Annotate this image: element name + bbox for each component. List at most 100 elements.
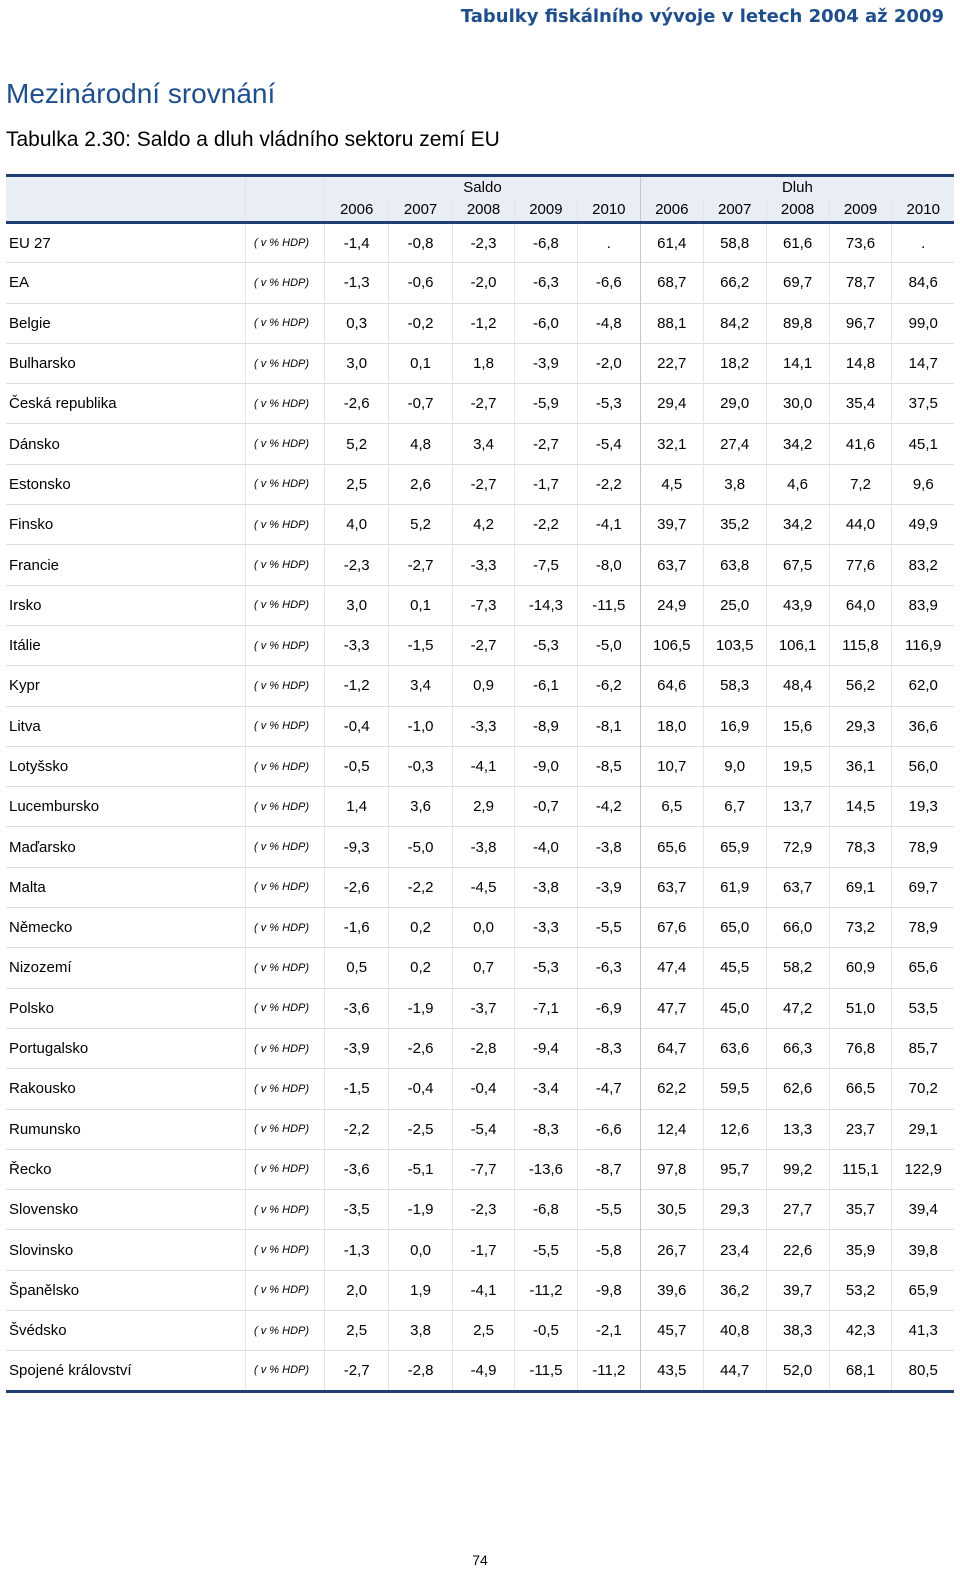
dluh-cell: 84,6 — [908, 274, 938, 292]
saldo-cell: -6,6 — [577, 262, 641, 304]
country-name: Španělsko — [6, 1270, 247, 1311]
saldo-cell: -5,8 — [577, 1229, 641, 1271]
group-dluh: Dluh — [781, 179, 813, 197]
unit-label: ( v % HDP) — [245, 826, 326, 868]
saldo-cell: 0,0 — [452, 907, 515, 948]
dluh-cell: 30,0 — [766, 383, 830, 424]
dluh-cell: 56,0 — [908, 758, 938, 775]
dluh-cell: 66,3 — [766, 1028, 830, 1069]
country-name: Irsko — [6, 585, 247, 626]
table-row: Francie( v % HDP) -2,3 -2,7 -3,3 -7,5 -8,0 63,… — [6, 544, 954, 586]
saldo-cell: -6,2 — [577, 665, 641, 707]
dluh-cell: 35,4 — [829, 383, 893, 424]
unit-label: ( v % HDP) — [245, 1310, 326, 1351]
dluh-cell: 15,6 — [766, 706, 830, 747]
saldo-cell: -2,7 — [388, 544, 454, 586]
dluh-cell: 63,7 — [640, 544, 704, 586]
saldo-cell: -0,4 — [452, 1068, 515, 1110]
year-header: 2009 — [514, 198, 578, 223]
saldo-cell: -2,6 — [324, 867, 390, 908]
table-row: Slovensko( v % HDP) -3,5 -1,9 -2,3 -6,8 -5,5 3… — [6, 1189, 954, 1230]
dluh-cell: 39,7 — [640, 504, 704, 545]
dluh-cell: 18,0 — [640, 706, 704, 747]
country-name: EU 27 — [6, 222, 247, 263]
table-row: Itálie( v % HDP) -3,3 -1,5 -2,7 -5,3 -5,0 106,… — [6, 625, 954, 666]
dluh-cell: 65,9 — [703, 826, 767, 868]
dluh-cell: 29,0 — [703, 383, 767, 424]
dluh-cell: 106,5 — [640, 625, 704, 666]
saldo-cell: -6,0 — [514, 303, 578, 344]
dluh-cell: 6,7 — [703, 786, 767, 827]
dluh-cell: 84,2 — [703, 303, 767, 344]
saldo-cell: 0,3 — [324, 303, 390, 344]
table-row: EA( v % HDP) -1,3 -0,6 -2,0 -6,3 -6,6 68,7 66,2… — [6, 262, 954, 304]
dluh-cell: 36,2 — [703, 1270, 767, 1311]
saldo-cell: 0,1 — [388, 343, 454, 384]
dluh-cell: 95,7 — [703, 1149, 767, 1190]
fiscal-table: Saldo Dluh 2006 2007 2008 2009 2010 2006… — [6, 174, 954, 1393]
unit-label: ( v % HDP) — [245, 746, 326, 787]
table-row: Spojené království( v % HDP) -2,7 -2,8 -4,9… — [6, 1350, 954, 1392]
dluh-cell: 34,2 — [766, 504, 830, 545]
table-row: Litva( v % HDP) -0,4 -1,0 -3,3 -8,9 -8,1 18,0 1… — [6, 706, 954, 747]
saldo-cell: -0,4 — [324, 706, 390, 747]
saldo-cell: 3,8 — [388, 1310, 454, 1351]
saldo-cell: -8,7 — [577, 1149, 641, 1190]
dluh-cell: 39,6 — [640, 1270, 704, 1311]
unit-label: ( v % HDP) — [245, 504, 326, 545]
saldo-cell: 0,2 — [388, 907, 454, 948]
saldo-cell: 4,0 — [324, 504, 390, 545]
country-name: Lotyšsko — [6, 746, 247, 787]
saldo-cell: -2,2 — [324, 1109, 390, 1150]
country-name: Malta — [6, 867, 247, 908]
dluh-cell: 48,4 — [766, 665, 830, 707]
dluh-cell: 27,4 — [703, 423, 767, 465]
dluh-cell: 30,5 — [640, 1189, 704, 1230]
table-row: Kypr( v % HDP) -1,2 3,4 0,9 -6,1 -6,2 64,6 58,3… — [6, 665, 954, 707]
dluh-cell: 66,2 — [703, 262, 767, 304]
country-name: Slovinsko — [6, 1229, 247, 1271]
dluh-cell: 62,2 — [640, 1068, 704, 1110]
saldo-cell: 5,2 — [388, 504, 454, 545]
saldo-cell: 0,7 — [452, 947, 515, 989]
saldo-cell: -2,3 — [324, 544, 390, 586]
dluh-cell: 14,7 — [908, 355, 938, 373]
dluh-cell: 34,2 — [766, 423, 830, 465]
saldo-cell: -2,3 — [452, 222, 515, 263]
dluh-cell: 62,0 — [908, 677, 938, 695]
dluh-cell: 61,4 — [640, 222, 704, 263]
dluh-cell: 103,5 — [703, 625, 767, 666]
dluh-cell: 35,2 — [703, 504, 767, 545]
dluh-cell: 106,1 — [766, 625, 830, 666]
saldo-cell: 0,2 — [388, 947, 454, 989]
dluh-cell: 45,0 — [703, 988, 767, 1029]
dluh-cell: 9,0 — [703, 746, 767, 787]
saldo-cell: -0,2 — [388, 303, 454, 344]
dluh-cell: 47,7 — [640, 988, 704, 1029]
saldo-cell: -8,3 — [577, 1028, 641, 1069]
saldo-cell: -0,6 — [388, 262, 454, 304]
dluh-cell: 45,7 — [640, 1310, 704, 1351]
saldo-cell: -6,3 — [514, 262, 578, 304]
dluh-cell: 53,2 — [829, 1270, 893, 1311]
saldo-cell: 1,9 — [388, 1270, 454, 1311]
unit-label: ( v % HDP) — [245, 303, 326, 344]
dluh-cell: 61,6 — [766, 222, 830, 263]
dluh-cell: 67,6 — [640, 907, 704, 948]
dluh-cell: 70,2 — [908, 1080, 938, 1098]
saldo-cell: 3,4 — [452, 423, 515, 465]
dluh-cell: 25,0 — [703, 585, 767, 626]
dluh-cell: 7,2 — [829, 464, 893, 505]
dluh-cell: . — [921, 234, 926, 252]
dluh-cell: 78,7 — [829, 262, 893, 304]
table-row: Belgie( v % HDP) 0,3 -0,2 -1,2 -6,0 -4,8 88,1 8… — [6, 303, 954, 344]
dluh-cell: 41,3 — [908, 1322, 938, 1340]
dluh-cell: 49,9 — [908, 516, 938, 534]
dluh-cell: 14,5 — [829, 786, 893, 827]
table-row: Rakousko( v % HDP) -1,5 -0,4 -0,4 -3,4 -4,7 62… — [6, 1068, 954, 1110]
saldo-cell: -2,2 — [514, 504, 578, 545]
saldo-cell: -2,5 — [388, 1109, 454, 1150]
dluh-cell: 76,8 — [829, 1028, 893, 1069]
dluh-cell: 53,5 — [908, 999, 938, 1017]
saldo-cell: -0,7 — [514, 786, 578, 827]
